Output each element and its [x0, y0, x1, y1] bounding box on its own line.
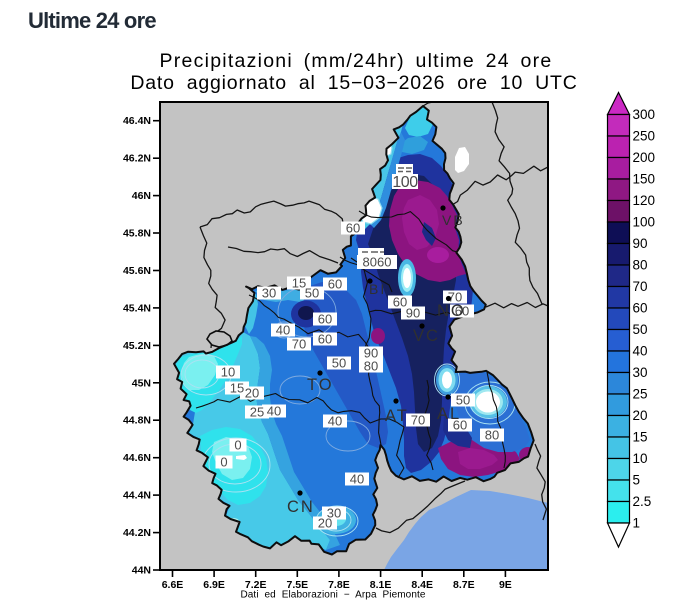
- svg-text:VC: VC: [413, 327, 440, 345]
- svg-text:60: 60: [633, 301, 648, 316]
- svg-text:46N: 46N: [132, 190, 151, 202]
- svg-text:8060: 8060: [363, 255, 392, 270]
- svg-text:7.5E: 7.5E: [286, 579, 308, 591]
- svg-text:45.8N: 45.8N: [123, 228, 151, 240]
- svg-text:44.8N: 44.8N: [123, 415, 151, 427]
- svg-text:60: 60: [455, 304, 469, 319]
- svg-text:9E: 9E: [499, 579, 512, 591]
- svg-text:44N: 44N: [132, 565, 151, 577]
- svg-text:10: 10: [633, 451, 648, 466]
- svg-text:1: 1: [633, 516, 641, 531]
- svg-text:120: 120: [633, 193, 656, 208]
- svg-text:VB: VB: [442, 212, 465, 228]
- svg-text:7.2E: 7.2E: [245, 579, 267, 591]
- svg-text:0: 0: [234, 438, 241, 453]
- svg-text:70: 70: [411, 413, 425, 428]
- svg-text:46.2N: 46.2N: [123, 153, 151, 165]
- svg-text:80: 80: [633, 258, 648, 273]
- svg-text:NO: NO: [437, 302, 466, 320]
- svg-text:44.2N: 44.2N: [123, 527, 151, 539]
- svg-text:8.7E: 8.7E: [453, 579, 475, 591]
- svg-text:40: 40: [350, 472, 364, 487]
- svg-text:CN: CN: [287, 498, 315, 516]
- svg-text:5: 5: [633, 473, 641, 488]
- svg-text:300: 300: [633, 107, 656, 122]
- svg-text:30: 30: [262, 286, 276, 301]
- svg-text:6.9E: 6.9E: [203, 579, 225, 591]
- svg-text:AL: AL: [437, 405, 461, 423]
- svg-text:90: 90: [364, 346, 378, 361]
- svg-text:2.5: 2.5: [633, 494, 652, 509]
- svg-text:Dati ed Elaborazioni − Arpa Pi: Dati ed Elaborazioni − Arpa Piemonte: [240, 590, 425, 601]
- svg-text:200: 200: [633, 150, 656, 165]
- svg-text:20: 20: [245, 386, 259, 401]
- svg-text:40: 40: [633, 344, 648, 359]
- svg-text:40: 40: [328, 414, 342, 429]
- svg-text:90: 90: [633, 236, 648, 251]
- svg-text:15: 15: [292, 276, 306, 291]
- svg-text:25: 25: [633, 387, 648, 402]
- svg-text:60: 60: [393, 295, 407, 310]
- svg-text:90: 90: [406, 306, 420, 321]
- svg-text:70: 70: [633, 279, 648, 294]
- svg-text:50: 50: [456, 393, 470, 408]
- svg-text:50: 50: [633, 322, 648, 337]
- svg-text:Precipitazioni (mm/24hr) ultim: Precipitazioni (mm/24hr) ultime 24 ore: [160, 50, 553, 72]
- svg-text:50: 50: [305, 286, 319, 301]
- svg-text:30: 30: [633, 365, 648, 380]
- svg-text:TO: TO: [307, 376, 334, 394]
- svg-text:Dato aggiornato al 15−03−2026: Dato aggiornato al 15−03−2026 ore 10 UTC: [130, 72, 577, 94]
- svg-text:45N: 45N: [132, 377, 151, 389]
- svg-text:150: 150: [633, 172, 656, 187]
- svg-text:20: 20: [318, 516, 332, 531]
- svg-text:6.6E: 6.6E: [162, 579, 184, 591]
- svg-text:25: 25: [250, 405, 264, 420]
- svg-text:40: 40: [267, 404, 281, 419]
- svg-text:40: 40: [276, 323, 290, 338]
- svg-text:20: 20: [633, 408, 648, 423]
- svg-text:44.6N: 44.6N: [123, 452, 151, 464]
- svg-text:44.4N: 44.4N: [123, 490, 151, 502]
- svg-text:100: 100: [633, 215, 656, 230]
- svg-text:10: 10: [221, 365, 235, 380]
- svg-text:46.4N: 46.4N: [123, 115, 151, 127]
- svg-text:BI: BI: [369, 281, 386, 297]
- svg-text:70: 70: [448, 290, 462, 305]
- svg-text:45.4N: 45.4N: [123, 302, 151, 314]
- svg-text:15: 15: [633, 430, 648, 445]
- svg-text:70: 70: [292, 337, 306, 352]
- svg-text:30: 30: [327, 506, 341, 521]
- svg-text:60: 60: [328, 277, 342, 292]
- svg-text:60: 60: [318, 312, 332, 327]
- svg-text:250: 250: [633, 129, 656, 144]
- svg-text:0: 0: [220, 455, 227, 470]
- svg-text:7.8E: 7.8E: [328, 579, 350, 591]
- svg-text:60: 60: [318, 332, 332, 347]
- svg-text:45.6N: 45.6N: [123, 265, 151, 277]
- svg-text:8.4E: 8.4E: [411, 579, 433, 591]
- svg-text:100: 100: [392, 174, 418, 191]
- svg-text:8.1E: 8.1E: [370, 579, 392, 591]
- svg-text:Ultime 24 ore: Ultime 24 ore: [28, 8, 156, 33]
- svg-text:45.2N: 45.2N: [123, 340, 151, 352]
- svg-text:AT: AT: [385, 407, 409, 425]
- svg-text:80: 80: [364, 359, 378, 374]
- svg-text:60: 60: [346, 221, 360, 236]
- svg-text:80: 80: [485, 428, 499, 443]
- svg-text:60: 60: [453, 418, 467, 433]
- svg-text:15: 15: [230, 381, 244, 396]
- svg-text:50: 50: [332, 356, 346, 371]
